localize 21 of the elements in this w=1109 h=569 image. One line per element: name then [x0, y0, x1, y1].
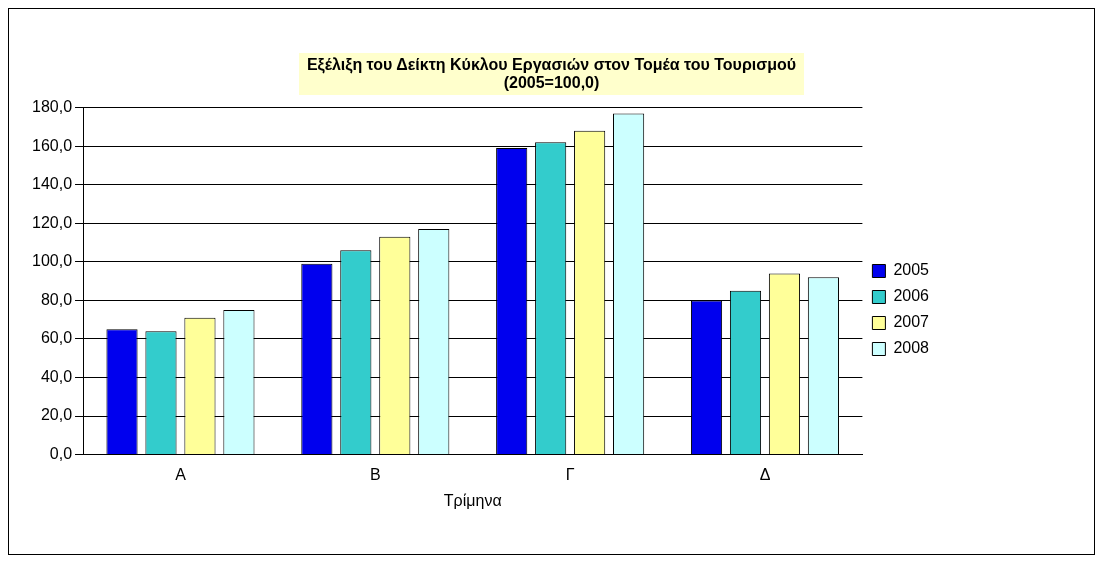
legend-label: 2006	[893, 287, 930, 305]
y-tick-label: 160,0	[31, 136, 73, 154]
x-tick-label: Γ	[565, 465, 575, 483]
x-axis-title: Τρίμηνα	[443, 491, 502, 509]
chart-title: Εξέλιξη του Δείκτη Κύκλου Εργασιών στον Τομέα του Τουρισμού	[306, 56, 797, 74]
y-tick-label: 80,0	[40, 290, 73, 308]
legend-label: 2007	[893, 313, 930, 331]
y-tick-label: 100,0	[31, 252, 73, 270]
legend-label: 2008	[893, 339, 930, 357]
x-tick-label: Α	[175, 465, 187, 483]
y-tick-label: 180,0	[31, 98, 73, 116]
y-tick-label: 0,0	[49, 445, 73, 463]
y-tick-label: 120,0	[31, 213, 73, 231]
x-tick-label: Δ	[759, 465, 771, 483]
x-tick-label: Β	[369, 465, 381, 483]
y-tick-label: 140,0	[31, 175, 73, 193]
y-tick-label: 60,0	[40, 329, 73, 347]
chart-subtitle: (2005=100,0)	[502, 74, 601, 92]
y-tick-label: 20,0	[40, 406, 73, 424]
y-tick-label: 40,0	[40, 367, 73, 385]
legend-label: 2005	[893, 261, 930, 279]
